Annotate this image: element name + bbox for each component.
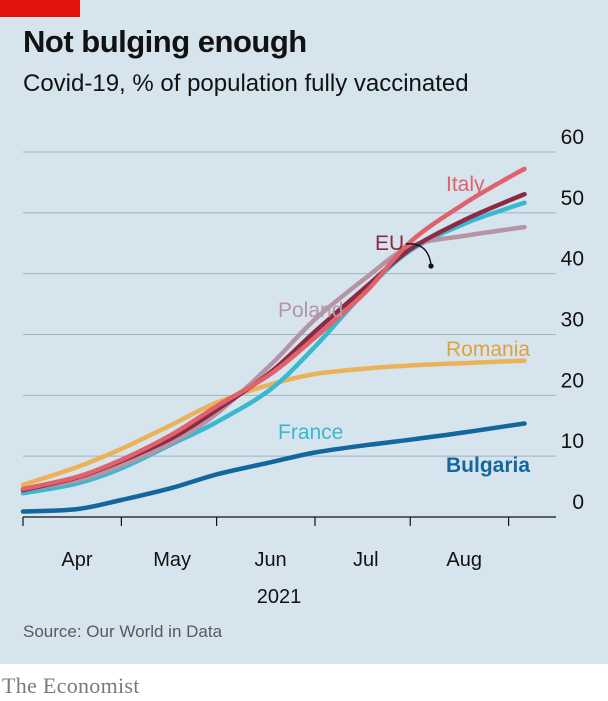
line-chart: 0 10 20 30 40 50 60 Apr May Jun Jul Aug Italy EU Pol…: [20, 126, 584, 608]
series-label-italy: Italy: [446, 173, 485, 196]
source-note: Source: Our World in Data: [23, 622, 223, 641]
series-line-bulgaria: [20, 421, 527, 514]
x-axis-title: 2021: [257, 586, 302, 608]
y-tick-label: 10: [561, 430, 584, 453]
series-line-france: [20, 200, 527, 496]
eu-callout-line: [405, 243, 432, 266]
x-tick-label: Apr: [61, 549, 92, 571]
x-tick-label: May: [153, 549, 191, 571]
series-line-italy: [20, 166, 527, 492]
y-tick-label: 60: [561, 126, 584, 149]
y-tick-label: 30: [561, 309, 584, 332]
series-labels: Italy EU Poland Romania France Bulgaria: [278, 173, 530, 477]
y-tick-label: 0: [572, 491, 584, 514]
y-tick-label: 20: [561, 369, 584, 392]
series-label-france: France: [278, 421, 343, 444]
chart-subtitle: Covid-19, % of population fully vaccinat…: [23, 70, 469, 97]
y-tick-label: 40: [561, 248, 584, 271]
chart-title: Not bulging enough: [23, 24, 307, 59]
series-lines: [20, 166, 527, 514]
x-tick-label: Jul: [353, 549, 379, 571]
eu-callout-dot: [428, 263, 434, 269]
series-label-poland: Poland: [278, 299, 343, 322]
series-label-romania: Romania: [446, 338, 530, 361]
series-line-romania: [20, 358, 527, 488]
series-label-eu: EU: [375, 232, 404, 255]
series-label-bulgaria: Bulgaria: [446, 454, 530, 477]
y-tick-label: 50: [561, 187, 584, 210]
x-tick-label: Jun: [254, 549, 286, 571]
x-axis: Apr May Jun Jul Aug: [22, 517, 510, 571]
x-tick-label: Aug: [446, 549, 482, 571]
y-axis-labels: 0 10 20 30 40 50 60: [561, 126, 584, 514]
brand-logo: The Economist: [2, 673, 140, 698]
brand-red-tag: [0, 0, 80, 17]
series-line-poland: [20, 224, 527, 492]
